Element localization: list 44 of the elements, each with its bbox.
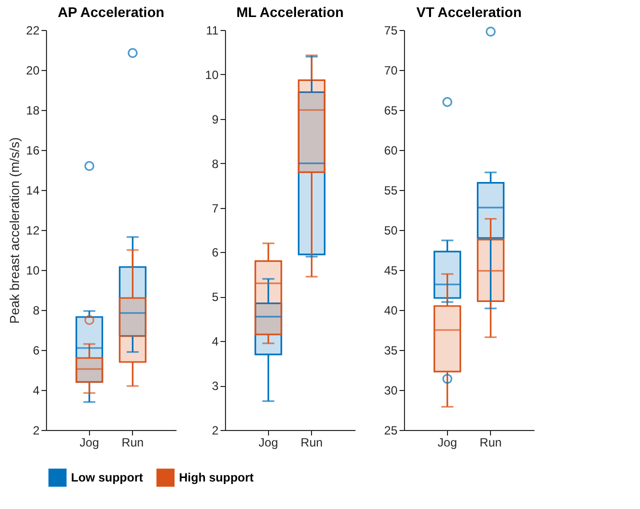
legend-label: High support — [179, 470, 254, 485]
y-tick-label: 70 — [384, 64, 398, 78]
y-tick-label: 16 — [26, 144, 40, 158]
y-tick-label: 25 — [384, 424, 398, 438]
chart-title: VT Acceleration — [416, 4, 522, 20]
y-tick-label: 4 — [212, 334, 219, 349]
y-tick-label: 11 — [206, 24, 219, 38]
y-tick-label: 3 — [212, 379, 219, 394]
y-tick-label: 8 — [32, 304, 40, 318]
x-tick-label: Jog — [438, 436, 458, 450]
y-tick-label: 6 — [32, 344, 40, 358]
y-tick-label: 20 — [26, 64, 40, 78]
x-tick-label: Run — [122, 436, 144, 450]
chart-title: AP Acceleration — [58, 4, 164, 20]
y-tick-label: 5 — [212, 290, 219, 304]
y-axis-title: Peak breast acceleration (m/s/s) — [7, 137, 22, 324]
y-tick-label: 18 — [26, 104, 40, 118]
chart-title: ML Acceleration — [236, 4, 344, 20]
y-tick-label: 2 — [32, 424, 40, 438]
y-tick-label: 10 — [205, 68, 219, 82]
x-tick-label: Jog — [258, 436, 278, 450]
y-tick-label: 10 — [26, 264, 40, 278]
y-tick-label: 9 — [212, 112, 219, 126]
y-tick-label: 35 — [384, 344, 398, 358]
y-tick-label: 7 — [212, 201, 219, 216]
legend-label: Low support — [71, 470, 143, 485]
y-tick-label: 4 — [32, 384, 40, 398]
y-tick-label: 30 — [384, 384, 398, 398]
y-tick-label: 12 — [26, 224, 40, 238]
y-tick-label: 45 — [384, 264, 398, 278]
y-tick-label: 60 — [384, 144, 398, 158]
y-tick-label: 40 — [384, 304, 398, 318]
x-tick-label: Jog — [80, 436, 100, 450]
x-tick-label: Run — [480, 436, 502, 450]
y-tick-label: 6 — [212, 246, 219, 260]
y-tick-label: 75 — [384, 24, 398, 38]
y-tick-label: 22 — [26, 24, 40, 38]
y-tick-label: 14 — [26, 184, 40, 198]
y-tick-label: 8 — [212, 156, 219, 171]
y-tick-label: 2 — [212, 424, 219, 438]
x-tick-label: Run — [300, 436, 323, 450]
y-tick-label: 50 — [384, 224, 398, 238]
y-tick-label: 65 — [384, 104, 398, 118]
y-tick-label: 55 — [384, 184, 398, 198]
